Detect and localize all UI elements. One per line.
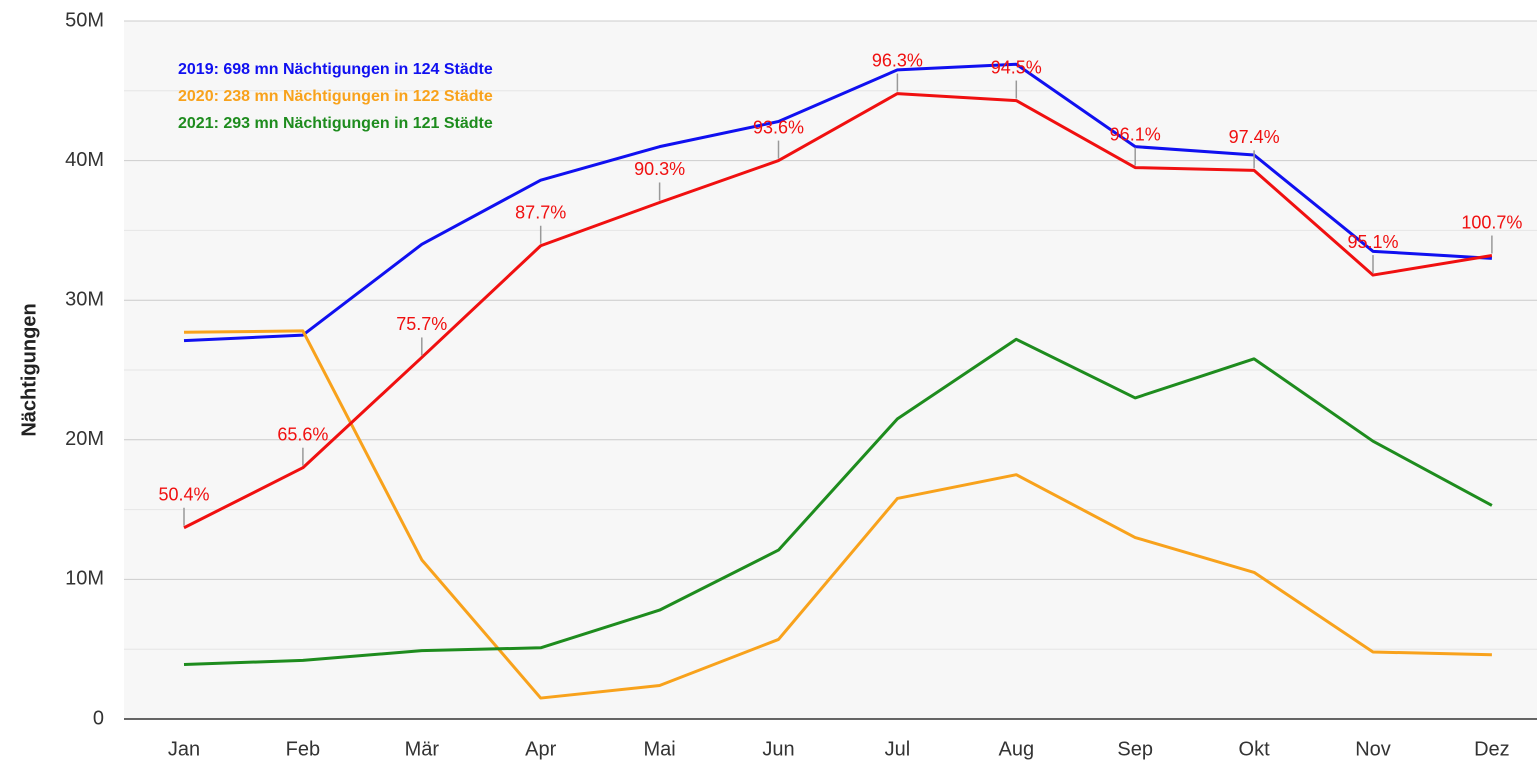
data-label: 87.7% [515, 203, 566, 223]
data-label: 94.5% [991, 57, 1042, 77]
line [183, 337, 1493, 667]
y-tick-label: 50M [65, 9, 104, 31]
x-tick-label: Sep [1117, 738, 1153, 760]
data-label: 75.7% [396, 314, 447, 334]
x-tick-label: Nov [1355, 738, 1391, 760]
y-tick-label: 40M [65, 149, 104, 171]
x-tick-label: Jan [168, 738, 200, 760]
x-tick-label: Mär [405, 738, 440, 760]
data-label: 95.1% [1347, 232, 1398, 252]
line [183, 62, 1492, 343]
y-axis-title: Nächtigungen [18, 303, 40, 436]
line [183, 92, 1493, 530]
data-label: 50.4% [158, 484, 209, 504]
x-tick-label: Okt [1239, 738, 1271, 760]
y-tick-label: 10M [65, 568, 104, 590]
x-tick-label: Jul [885, 738, 911, 760]
data-label: 97.4% [1229, 127, 1280, 147]
data-label: 100.7% [1461, 212, 1522, 232]
line [183, 329, 1492, 700]
y-tick-label: 30M [65, 288, 104, 310]
x-tick-label: Apr [525, 738, 556, 760]
data-label: 65.6% [277, 424, 328, 444]
x-tick-label: Jun [762, 738, 794, 760]
data-label: 96.3% [872, 50, 923, 70]
x-tick-label: Feb [286, 738, 320, 760]
y-tick-label: 20M [65, 428, 104, 450]
y-tick-label: 0 [93, 707, 104, 729]
legend-entry: 2021: 293 mn Nächtigungen in 121 Städte [178, 115, 493, 132]
x-tick-label: Mai [643, 738, 675, 760]
legend-entry: 2019: 698 mn Nächtigungen in 124 Städte [178, 61, 493, 78]
legend-entry: 2020: 238 mn Nächtigungen in 122 Städte [178, 88, 493, 105]
x-tick-label: Dez [1474, 738, 1510, 760]
data-label: 96.1% [1110, 124, 1161, 144]
x-tick-label: Aug [999, 738, 1035, 760]
data-label: 90.3% [634, 159, 685, 179]
data-label: 93.6% [753, 117, 804, 137]
